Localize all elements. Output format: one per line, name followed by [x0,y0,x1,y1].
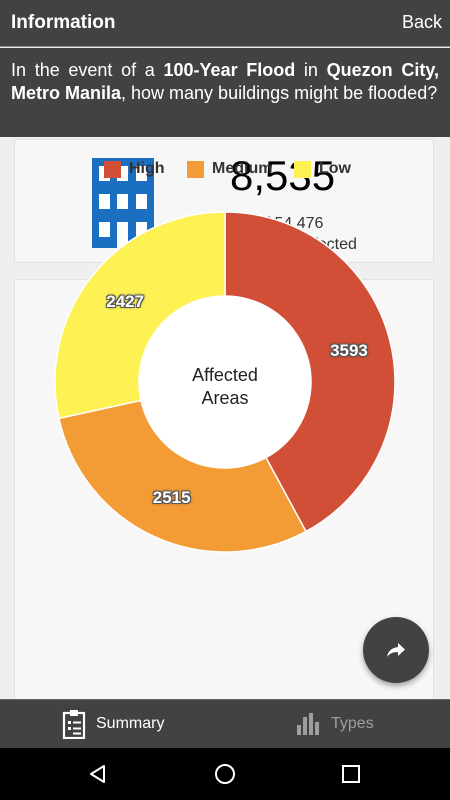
donut-slice-high[interactable] [224,211,396,533]
legend-label-medium: Medium [212,160,273,177]
donut-hole [139,296,311,468]
share-button[interactable] [363,617,429,683]
bottom-tab-bar: Summary Types [0,699,450,748]
nav-back-icon[interactable] [88,764,108,784]
app-header: Information Back [0,0,450,47]
nav-home-icon[interactable] [214,763,236,785]
legend-item-medium[interactable]: Medium [187,160,272,178]
tab-summary[interactable]: Summary [62,700,164,748]
donut-value-label-low: 2427 [106,291,145,311]
tab-types-label: Types [331,715,374,732]
question-prefix: In the event of a [11,60,164,80]
donut-center-label: Affected Areas [175,364,275,410]
center-label-line1: Affected [192,365,258,385]
clipboard-icon [62,710,86,739]
question-location: Quezon City, Metro Manila [11,60,439,103]
legend-item-low[interactable]: Low [294,160,351,178]
donut-value-label-high: 3593 [330,340,368,360]
donut-slice-low[interactable] [54,211,226,420]
chart-legend: High Medium Low [0,160,450,184]
donut-chart [54,211,396,553]
donut-value-label-medium: 2515 [152,488,191,508]
legend-item-high[interactable]: High [104,160,165,178]
question-mid: in [295,60,327,80]
legend-swatch-high [104,160,121,178]
legend-label-high: High [129,160,165,177]
legend-swatch-low [294,160,311,178]
legend-label-low: Low [319,160,351,177]
center-label-line2: Areas [201,388,249,408]
tab-types[interactable]: Types [297,700,374,748]
back-button[interactable]: Back [401,12,442,32]
bar-chart-icon [297,713,319,735]
legend-swatch-medium [187,160,204,178]
nav-recents-icon[interactable] [342,765,360,783]
tab-summary-label: Summary [96,715,165,732]
system-nav-bar [0,748,450,800]
question-text: In the event of a 100-Year Flood in Quez… [0,48,450,137]
buildings-affected-count: 8,535 [230,152,336,199]
share-icon [387,643,405,657]
question-suffix: , how many buildings might be flooded? [121,83,438,103]
page-title: Information [11,12,116,33]
question-scenario: 100-Year Flood [163,60,296,80]
